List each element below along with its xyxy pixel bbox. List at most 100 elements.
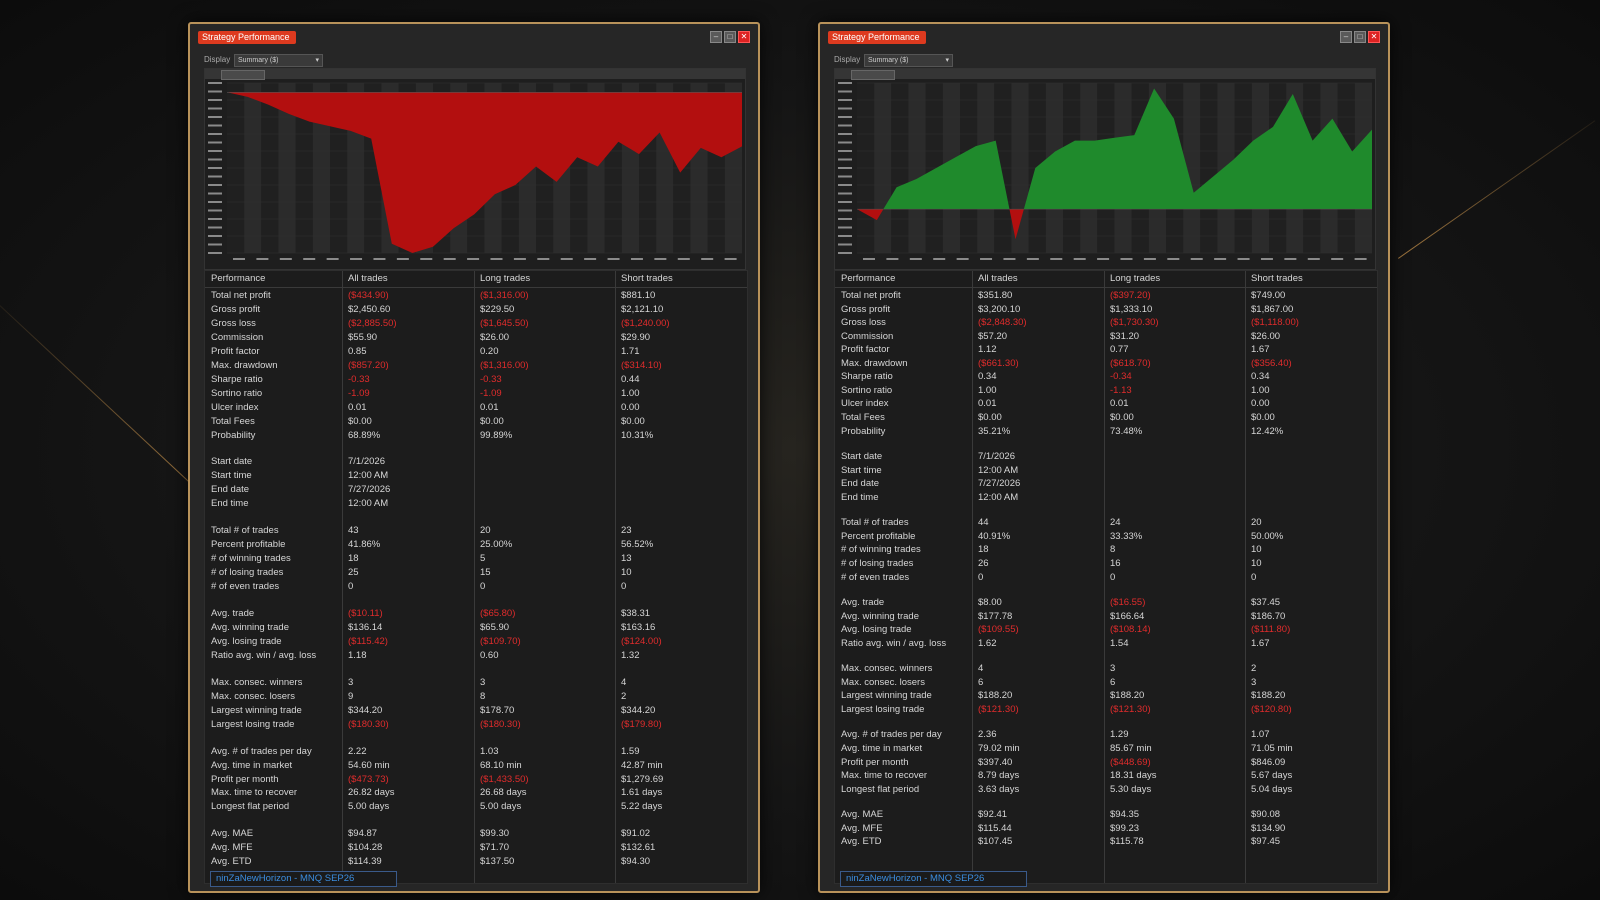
table-row: Max. time to recover 8.79 days 18.31 days 5… xyxy=(835,769,1377,783)
metric-value: 6 xyxy=(1110,676,1116,688)
metric-value: 3 xyxy=(348,676,354,688)
strategy-instrument-tab[interactable]: ninZaNewHorizon - MNQ SEP26 xyxy=(840,871,1027,887)
minimize-icon[interactable]: – xyxy=(710,31,722,43)
metric-value: $92.41 xyxy=(978,809,1008,821)
metric-value: $0.00 xyxy=(480,415,504,427)
table-row: Avg. ETD $114.39 $137.50 $94.30 xyxy=(205,855,747,869)
y-axis-tick-mark xyxy=(838,175,852,178)
maximize-icon[interactable]: □ xyxy=(1354,31,1366,43)
metric-value: 10 xyxy=(1251,544,1262,556)
window-title: Strategy Performance xyxy=(198,31,296,44)
column-header[interactable]: Performance xyxy=(211,273,266,284)
metric-label: Profit factor xyxy=(211,345,260,357)
metric-value: -1.09 xyxy=(480,387,502,399)
title-bar[interactable]: Strategy Performance – □ ✕ xyxy=(198,31,750,45)
chart-tab[interactable] xyxy=(851,70,895,80)
metric-value: 7/27/2026 xyxy=(978,478,1021,490)
metric-value: $344.20 xyxy=(621,704,656,716)
metric-label: Largest winning trade xyxy=(211,704,302,716)
metric-value: 0 xyxy=(1110,571,1116,583)
table-row: Avg. winning trade $177.78 $166.64 $186.70 xyxy=(835,610,1377,624)
metric-value: ($180.30) xyxy=(348,718,389,730)
metric-value: $115.44 xyxy=(978,822,1012,834)
column-header[interactable]: Long trades xyxy=(480,273,531,284)
table-row: Total net profit $351.80 ($397.20) $749.00 xyxy=(835,289,1377,303)
column-header[interactable]: All trades xyxy=(348,273,388,284)
metric-value: 26.68 days xyxy=(480,787,527,799)
table-row: Sortino ratio -1.09 -1.09 1.00 xyxy=(205,387,747,401)
metric-value: 1.61 days xyxy=(621,787,663,799)
metric-value: 1.62 xyxy=(978,637,997,649)
metric-label: Profit factor xyxy=(841,344,890,356)
metric-value: 0 xyxy=(480,581,486,592)
display-select[interactable]: Summary ($) ▾ xyxy=(234,54,323,67)
metric-label: Avg. trade xyxy=(211,608,255,619)
table-row: Max. consec. winners 4 3 2 xyxy=(835,662,1377,676)
column-header[interactable]: Performance xyxy=(841,273,896,284)
metric-value: 20 xyxy=(480,525,491,537)
table-row: Probability 68.89% 99.89% 10.31% xyxy=(205,429,747,443)
y-axis-tick-mark xyxy=(208,116,222,118)
metric-value: $344.20 xyxy=(348,704,383,716)
metric-label: Total # of trades xyxy=(841,517,909,529)
metric-value: 1.18 xyxy=(348,649,367,661)
x-axis-tick-mark xyxy=(1190,258,1203,260)
equity-chart xyxy=(208,82,742,260)
table-row: # of even trades 0 0 0 xyxy=(835,571,1377,585)
metric-value: 1.29 xyxy=(1110,729,1129,741)
metric-value: 5.00 days xyxy=(480,801,522,813)
metric-value: 0.01 xyxy=(978,398,997,410)
chart-tab-bar xyxy=(205,69,745,80)
chevron-down-icon: ▾ xyxy=(315,57,319,64)
column-header[interactable]: Short trades xyxy=(621,273,673,284)
maximize-icon[interactable]: □ xyxy=(724,31,736,43)
metric-value: $136.14 xyxy=(348,621,383,633)
table-row: Avg. MFE $115.44 $99.23 $134.90 xyxy=(835,822,1377,836)
metric-value: $94.87 xyxy=(348,828,378,840)
column-divider xyxy=(342,271,343,883)
metric-value: 79.02 min xyxy=(978,743,1020,754)
table-row: Profit factor 1.12 0.77 1.67 xyxy=(835,343,1377,357)
metric-value: 3 xyxy=(1110,663,1116,675)
x-axis-tick-mark xyxy=(933,258,946,260)
metric-label: Start time xyxy=(841,464,882,476)
metric-value: 1.00 xyxy=(621,387,640,399)
table-row: Max. consec. winners 3 3 4 xyxy=(205,676,747,690)
metric-value: $104.28 xyxy=(348,842,383,854)
x-axis-tick-mark xyxy=(350,258,363,260)
metric-value: ($448.69) xyxy=(1110,756,1151,768)
close-icon[interactable]: ✕ xyxy=(738,31,750,43)
strategy-instrument-tab[interactable]: ninZaNewHorizon - MNQ SEP26 xyxy=(210,871,397,887)
chart-tab[interactable] xyxy=(221,70,265,80)
display-select[interactable]: Summary ($) ▾ xyxy=(864,54,953,67)
metric-value: 6 xyxy=(978,676,984,688)
metric-label: Avg. ETD xyxy=(841,836,882,848)
column-header[interactable]: Long trades xyxy=(1110,273,1161,284)
table-row: Largest winning trade $188.20 $188.20 $188.… xyxy=(835,689,1377,703)
table-row: Max. drawdown ($661.30) ($618.70) ($356.40) xyxy=(835,357,1377,371)
close-icon[interactable]: ✕ xyxy=(1368,31,1380,43)
metric-label: Avg. # of trades per day xyxy=(211,745,312,757)
column-header[interactable]: Short trades xyxy=(1251,273,1303,284)
x-axis-tick-mark xyxy=(701,258,714,260)
metric-value: $0.00 xyxy=(978,411,1002,423)
x-axis-tick-mark xyxy=(1073,258,1086,260)
table-row: Ratio avg. win / avg. loss 1.18 0.60 1.32 xyxy=(205,649,747,663)
metric-label: Avg. ETD xyxy=(211,856,252,868)
table-row: Sortino ratio 1.00 -1.13 1.00 xyxy=(835,384,1377,398)
window-controls: – □ ✕ xyxy=(1340,31,1380,43)
table-row: Ulcer index 0.01 0.01 0.00 xyxy=(835,397,1377,411)
x-axis-tick-mark xyxy=(1026,258,1039,260)
metric-value: 4 xyxy=(978,663,984,675)
table-row: Avg. # of trades per day 2.22 1.03 1.59 xyxy=(205,745,747,759)
column-header[interactable]: All trades xyxy=(978,273,1018,284)
metric-label: # of even trades xyxy=(841,571,910,583)
metric-value: 24 xyxy=(1110,517,1121,529)
metric-value: 1.67 xyxy=(1251,637,1270,649)
metric-value: 26.82 days xyxy=(348,787,395,799)
metric-label: Commission xyxy=(211,331,264,343)
minimize-icon[interactable]: – xyxy=(1340,31,1352,43)
title-bar[interactable]: Strategy Performance – □ ✕ xyxy=(828,31,1380,45)
x-axis-tick-mark xyxy=(863,258,875,260)
metric-value: ($111.80) xyxy=(1251,624,1291,636)
